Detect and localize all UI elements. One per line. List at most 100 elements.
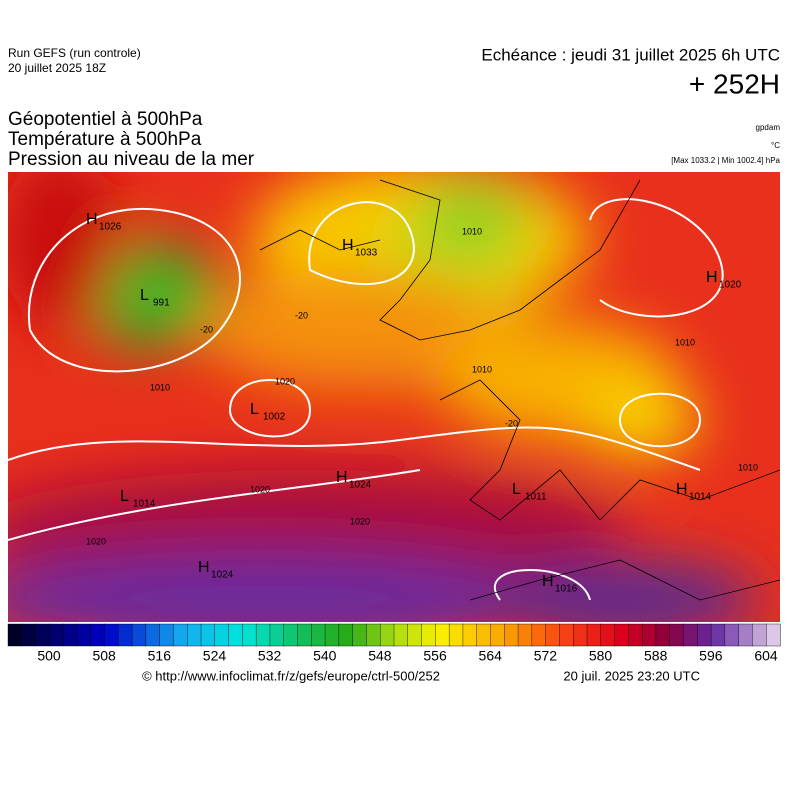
colorbar-swatch — [600, 623, 616, 647]
colorbar-label: 516 — [148, 648, 172, 664]
unit: °C — [771, 141, 780, 150]
center-letter: H — [706, 269, 718, 286]
center-value: 1014 — [689, 492, 712, 503]
colorbar-swatch — [655, 623, 671, 647]
isobar-label: 1020 — [275, 376, 295, 386]
colorbar-swatch — [669, 623, 685, 647]
center-value: 1024 — [211, 570, 234, 581]
center-value: 1033 — [355, 248, 378, 259]
colorbar-label: 572 — [534, 648, 558, 664]
colorbar-swatch — [766, 623, 781, 647]
colorbar-swatch — [62, 623, 78, 647]
colorbar-label: 524 — [203, 648, 227, 664]
colorbar-swatch — [118, 623, 133, 647]
colorbar-label: 548 — [368, 648, 392, 664]
colorbar-label: 500 — [37, 648, 61, 664]
temp-label: -20 — [200, 324, 213, 334]
center-value: 991 — [153, 298, 170, 309]
isobar-label: 1020 — [250, 484, 270, 494]
unit: [Max 1033.2 | Min 1002.4] hPa — [671, 156, 780, 165]
colorbar-swatch — [476, 623, 492, 647]
colorbar-swatch — [283, 623, 299, 647]
title: Température à 500hPa — [8, 129, 202, 150]
colorbar-swatch — [697, 623, 712, 647]
colorbar-swatch — [752, 623, 767, 647]
center-letter: L — [120, 488, 129, 505]
center-letter: L — [512, 481, 521, 498]
colorbar-swatch — [380, 623, 395, 647]
credit-url: © http://www.infoclimat.fr/z/gefs/europe… — [142, 668, 440, 683]
colorbar-swatch — [421, 623, 437, 647]
colorbar-swatch — [517, 623, 533, 647]
colorbar-swatch — [573, 623, 588, 647]
colorbar-swatch — [586, 623, 602, 647]
colorbar-swatch — [76, 623, 92, 647]
colorbar-swatch — [173, 623, 188, 647]
colorbar-swatch — [200, 623, 216, 647]
unit: gpdam — [756, 123, 781, 132]
center-letter: H — [336, 469, 348, 486]
colorbar-swatch — [352, 623, 368, 647]
center-letter: H — [86, 211, 98, 228]
colorbar-swatch — [738, 623, 754, 647]
center-letter: L — [140, 287, 149, 304]
center-letter: H — [198, 559, 210, 576]
colorbar-swatch — [311, 623, 326, 647]
colorbar-label: 580 — [589, 648, 613, 664]
echeance: Echéance : jeudi 31 juillet 2025 6h UTC — [481, 45, 780, 64]
colorbar-swatch — [462, 623, 478, 647]
colorbar-swatch — [90, 623, 106, 647]
colorbar-swatch — [21, 623, 37, 647]
colorbar-swatch — [49, 623, 64, 647]
colorbar-swatch — [297, 623, 312, 647]
colorbar-swatch — [228, 623, 244, 647]
temp-label: -20 — [295, 310, 308, 320]
colorbar-swatch — [145, 623, 161, 647]
center-value: 1011 — [525, 492, 547, 503]
colorbar-swatch — [338, 623, 354, 647]
center-value: 1020 — [719, 280, 742, 291]
colorbar-swatch — [435, 623, 450, 647]
colorbar-swatch — [159, 623, 175, 647]
temp-label: -20 — [505, 418, 518, 428]
colorbar-swatch — [545, 623, 561, 647]
colorbar-swatch — [559, 623, 574, 647]
center-letter: H — [676, 481, 688, 498]
run-time: 20 juil. 2025 23:20 UTC — [563, 668, 700, 683]
colorbar-swatch — [269, 623, 285, 647]
colorbar-swatch — [7, 623, 23, 647]
colorbar-label: 564 — [479, 648, 503, 664]
lead-time: + 252H — [689, 68, 780, 99]
center-value: 1024 — [349, 480, 372, 491]
isobar-label: 1020 — [350, 516, 370, 526]
colorbar-swatch — [641, 623, 657, 647]
colorbar-swatch — [504, 623, 519, 647]
isobar-label: 1010 — [738, 462, 758, 472]
center-value: 1002 — [263, 412, 286, 423]
colorbar-swatch — [407, 623, 423, 647]
colorbar-swatch — [214, 623, 230, 647]
colorbar-swatch — [614, 623, 630, 647]
colorbar-label: 588 — [644, 648, 668, 664]
colorbar-swatch — [724, 623, 740, 647]
isobar-label: 1010 — [150, 382, 170, 392]
colorbar-swatch — [366, 623, 381, 647]
colorbar-swatch — [393, 623, 409, 647]
colorbar-swatch — [324, 623, 340, 647]
colorbar-label: 596 — [699, 648, 723, 664]
colorbar-swatch — [104, 623, 119, 647]
run: Run GEFS (run controle) — [8, 46, 141, 60]
colorbar-label: 532 — [258, 648, 282, 664]
colorbar-label: 556 — [423, 648, 447, 664]
colorbar-swatch — [683, 623, 698, 647]
colorbar-swatch — [490, 623, 505, 647]
colorbar-swatch — [187, 623, 202, 647]
isobar-label: 1010 — [472, 364, 492, 374]
title: Géopotentiel à 500hPa — [8, 109, 203, 130]
center-value: 1026 — [99, 222, 122, 233]
center-letter: H — [342, 237, 354, 254]
center-value: 1016 — [555, 584, 578, 595]
title: Pression au niveau de la mer — [8, 149, 255, 170]
colorbar-swatch — [448, 623, 464, 647]
